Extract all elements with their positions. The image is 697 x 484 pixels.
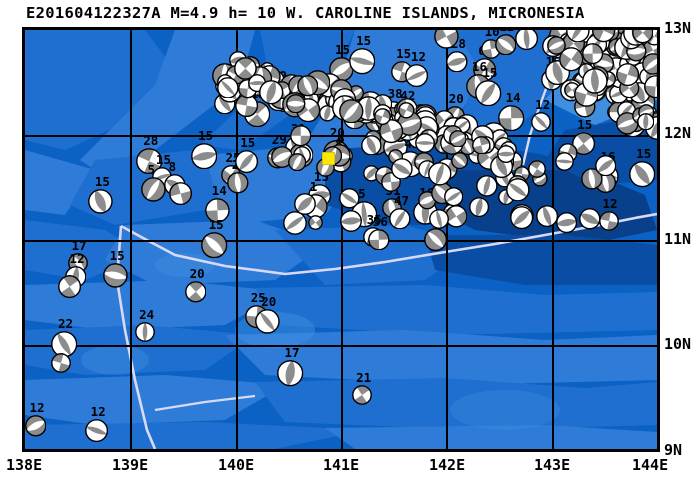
depth-label: 22 [58,318,73,331]
depth-label: 15 [110,250,125,263]
depth-label: 12 [603,198,618,211]
depth-label: 17 [72,240,87,253]
depth-label: 20 [449,93,464,106]
xtick-139E: 139E [112,456,148,474]
ytick-10N: 10N [664,335,691,353]
depth-label: 15 [577,119,592,132]
depth-label: 8 [169,161,177,174]
xtick-140E: 140E [218,456,254,474]
depth-label: 12 [70,253,85,266]
depth-label: 15 [335,44,350,57]
depth-label: 17 [284,347,299,360]
depth-label: 47 [394,195,409,208]
xtick-144E: 144E [632,456,668,474]
seismicity-map-figure: E201604122327A M=4.9 h= 10 W. CAROLINE I… [0,0,697,484]
gridline-10N [25,345,657,347]
depth-label: 15 [636,148,651,161]
depth-label: 15 [240,137,255,150]
depth-label: 1 [310,181,318,194]
xtick-142E: 142E [429,456,465,474]
depth-label: 12 [30,402,45,415]
depth-label: 15 [482,67,497,80]
depth-label: 12 [499,30,514,33]
ytick-11N: 11N [664,230,691,248]
depth-label: 20 [190,268,205,281]
depth-label: 24 [139,309,154,322]
depth-label: 14 [506,92,521,105]
map-plot-area: 17 12 15 22 12 12 15 28 15 8 5 15 25 2 15 14 15 24 20 25 20 1… [25,30,657,449]
xtick-143E: 143E [534,456,570,474]
depth-label: 14 [212,185,227,198]
gridline-11N [25,240,657,242]
ytick-13N: 13N [664,19,691,37]
depth-label: 12 [91,406,106,419]
depth-label: 5 [148,164,156,177]
depth-label: 28 [143,135,158,148]
map-frame: 17 12 15 22 12 12 15 28 15 8 5 15 25 2 15 14 15 24 20 25 20 1… [22,27,660,452]
depth-label: 12 [535,99,550,112]
depth-label: 21 [356,372,371,385]
depth-label: 15 [356,35,371,48]
ytick-12N: 12N [664,124,691,142]
depth-label: 20 [261,296,276,309]
depth-label: 15 [209,219,224,232]
epicenter-star-marker [322,152,335,165]
depth-label: 15 [396,48,411,61]
depth-label: 15 [95,176,110,189]
depth-label: 12 [411,51,426,64]
xtick-138E: 138E [6,456,42,474]
xtick-141E: 141E [323,456,359,474]
depth-label: 15 [198,130,213,143]
figure-title: E201604122327A M=4.9 h= 10 W. CAROLINE I… [26,4,585,22]
depth-label: 56 [373,216,388,229]
ytick-9N: 9N [664,441,682,459]
